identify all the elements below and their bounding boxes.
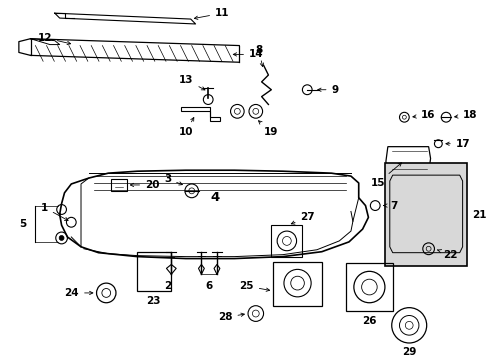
Text: 25: 25 <box>239 281 269 291</box>
Bar <box>384 163 467 266</box>
Text: 6: 6 <box>205 281 212 291</box>
Text: 3: 3 <box>164 174 182 185</box>
Text: 7: 7 <box>383 201 396 211</box>
Text: 21: 21 <box>471 210 486 220</box>
Text: 22: 22 <box>437 249 457 260</box>
Text: 28: 28 <box>218 312 244 323</box>
Text: 26: 26 <box>362 315 376 325</box>
Text: 19: 19 <box>258 121 277 137</box>
Bar <box>111 179 126 191</box>
Circle shape <box>59 235 64 240</box>
Text: 18: 18 <box>454 110 476 120</box>
Text: 13: 13 <box>179 75 204 90</box>
Text: 15: 15 <box>370 163 401 188</box>
Text: 11: 11 <box>194 8 229 19</box>
Text: 24: 24 <box>64 288 93 298</box>
Text: 9: 9 <box>317 85 338 95</box>
Bar <box>271 225 302 257</box>
Text: 17: 17 <box>445 139 469 149</box>
Text: 23: 23 <box>146 296 161 306</box>
Text: 4: 4 <box>210 191 219 204</box>
Bar <box>137 252 171 291</box>
Text: 20: 20 <box>130 180 159 190</box>
Bar <box>273 261 321 306</box>
Text: 5: 5 <box>19 219 26 229</box>
Text: 14: 14 <box>233 49 263 59</box>
Text: 1: 1 <box>41 203 68 220</box>
Text: 8: 8 <box>255 45 263 67</box>
Text: 27: 27 <box>291 212 314 224</box>
Bar <box>346 264 392 311</box>
Text: 2: 2 <box>163 281 171 291</box>
Text: 16: 16 <box>412 110 434 120</box>
Text: 12: 12 <box>37 33 70 45</box>
Text: 29: 29 <box>401 347 416 357</box>
Text: 10: 10 <box>178 117 193 137</box>
